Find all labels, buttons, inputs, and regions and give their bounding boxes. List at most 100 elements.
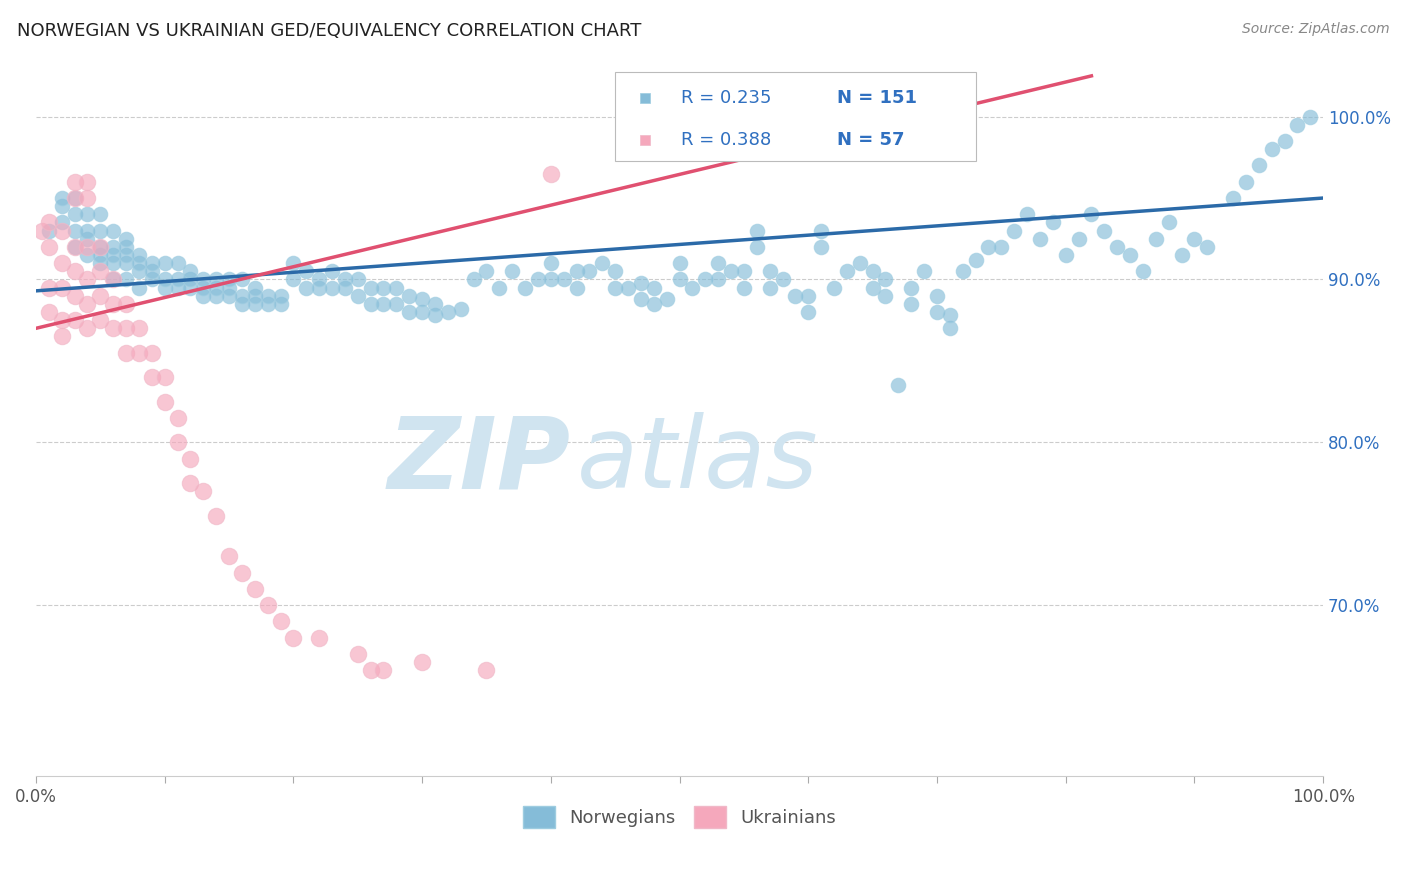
Point	[231, 566, 253, 580]
Point	[205, 508, 228, 523]
Point	[231, 297, 253, 311]
Point	[1197, 240, 1219, 254]
Point	[398, 305, 420, 319]
Point	[153, 370, 176, 384]
Point	[862, 280, 884, 294]
Point	[553, 272, 575, 286]
Point	[193, 484, 215, 499]
Point	[848, 256, 870, 270]
Point	[1015, 207, 1038, 221]
Point	[179, 451, 201, 466]
Point	[810, 224, 832, 238]
Point	[630, 292, 652, 306]
Point	[51, 313, 73, 327]
Point	[128, 256, 150, 270]
Point	[63, 191, 86, 205]
Point	[617, 280, 640, 294]
Point	[51, 199, 73, 213]
Point	[51, 329, 73, 343]
Point	[411, 292, 433, 306]
Point	[1042, 215, 1064, 229]
Point	[295, 280, 318, 294]
Point	[166, 280, 188, 294]
Point	[655, 292, 678, 306]
Point	[785, 289, 807, 303]
Point	[1184, 232, 1206, 246]
Point	[475, 264, 498, 278]
Text: N = 57: N = 57	[837, 130, 904, 149]
Point	[205, 289, 228, 303]
Point	[270, 615, 292, 629]
Point	[141, 264, 163, 278]
Point	[63, 175, 86, 189]
Point	[63, 207, 86, 221]
Point	[231, 272, 253, 286]
Point	[89, 289, 111, 303]
Point	[153, 256, 176, 270]
Point	[346, 272, 368, 286]
Point	[101, 224, 124, 238]
Point	[218, 289, 240, 303]
Point	[141, 345, 163, 359]
Point	[101, 272, 124, 286]
Point	[63, 240, 86, 254]
Point	[900, 280, 922, 294]
Point	[643, 297, 665, 311]
Point	[76, 321, 98, 335]
Point	[565, 280, 588, 294]
Point	[38, 224, 60, 238]
Point	[141, 272, 163, 286]
Point	[1119, 248, 1142, 262]
Point	[101, 272, 124, 286]
Point	[153, 280, 176, 294]
Point	[939, 321, 962, 335]
Point	[115, 248, 138, 262]
Point	[283, 272, 305, 286]
Point	[720, 264, 742, 278]
Text: Source: ZipAtlas.com: Source: ZipAtlas.com	[1241, 22, 1389, 37]
Point	[875, 289, 897, 303]
Point	[128, 321, 150, 335]
Point	[141, 370, 163, 384]
Point	[373, 297, 395, 311]
Point	[38, 215, 60, 229]
Point	[1029, 232, 1052, 246]
Point	[463, 272, 485, 286]
Point	[565, 264, 588, 278]
Point	[270, 297, 292, 311]
Point	[1002, 224, 1025, 238]
Point	[63, 289, 86, 303]
Point	[605, 264, 627, 278]
Point	[101, 248, 124, 262]
Point	[634, 198, 657, 212]
Point	[51, 224, 73, 238]
Point	[63, 264, 86, 278]
Legend: Norwegians, Ukrainians: Norwegians, Ukrainians	[516, 798, 844, 835]
Point	[76, 232, 98, 246]
Point	[900, 297, 922, 311]
Point	[283, 256, 305, 270]
Point	[283, 631, 305, 645]
Point	[488, 280, 510, 294]
Point	[475, 663, 498, 677]
Point	[270, 289, 292, 303]
Point	[758, 264, 780, 278]
Point	[101, 256, 124, 270]
Point	[166, 410, 188, 425]
Point	[128, 345, 150, 359]
Point	[540, 272, 562, 286]
Point	[166, 435, 188, 450]
Point	[527, 272, 550, 286]
Point	[31, 224, 53, 238]
Point	[101, 240, 124, 254]
Point	[63, 240, 86, 254]
Point	[745, 224, 768, 238]
Point	[193, 289, 215, 303]
Point	[668, 272, 690, 286]
Point	[990, 240, 1012, 254]
Point	[952, 264, 974, 278]
Point	[243, 289, 266, 303]
Point	[360, 663, 382, 677]
Point	[887, 378, 910, 392]
Point	[76, 272, 98, 286]
